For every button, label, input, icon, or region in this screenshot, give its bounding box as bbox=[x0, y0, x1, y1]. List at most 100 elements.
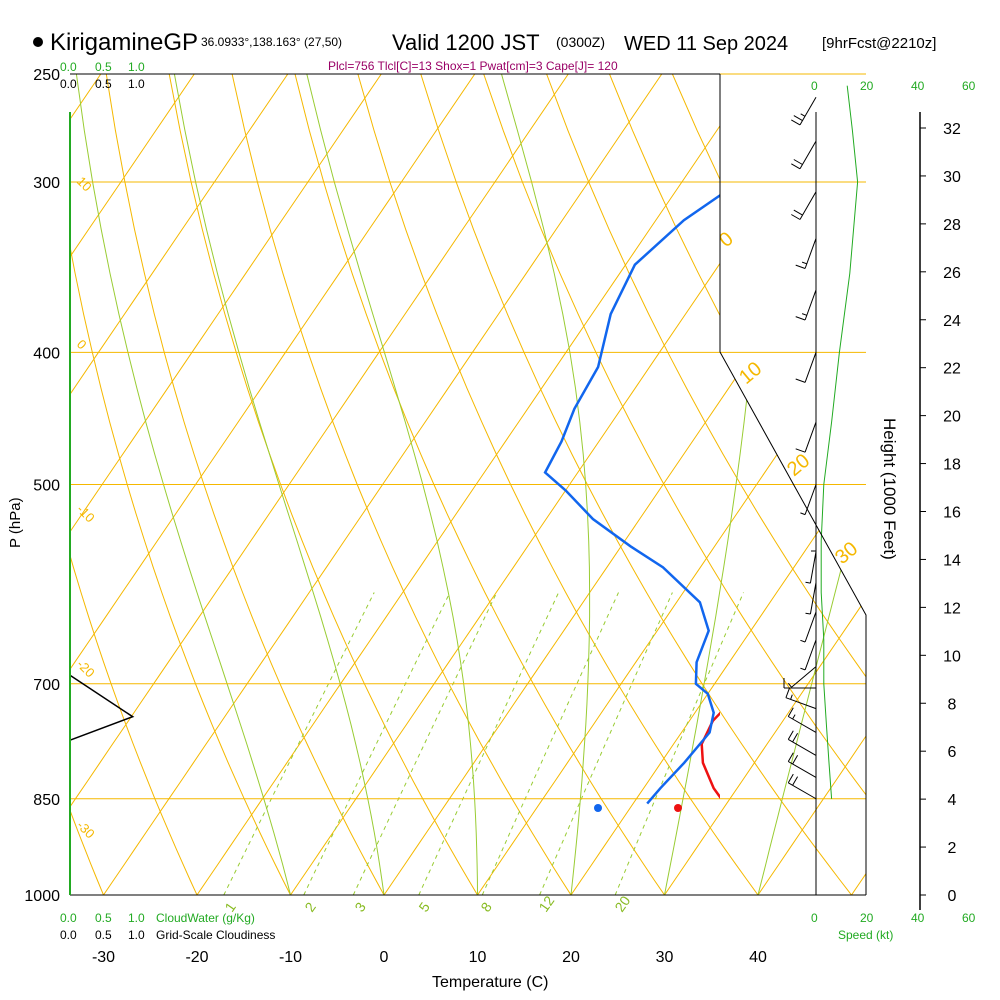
wind-barb-flag bbox=[787, 707, 794, 717]
height-tick-label: 6 bbox=[948, 744, 957, 761]
wind-barb bbox=[785, 697, 817, 710]
moist-adiabat-line bbox=[173, 74, 385, 895]
wind-barb-half bbox=[790, 694, 793, 700]
wind-barb-flag bbox=[787, 752, 794, 762]
dry-adiabat-line bbox=[987, 74, 1000, 895]
bottom-speed-tick-2: 40 bbox=[911, 911, 925, 925]
dry-adiabat-label: -30 bbox=[74, 818, 98, 842]
height-tick-label: 32 bbox=[943, 121, 961, 138]
isotherm-line bbox=[570, 74, 866, 895]
wind-barb-flag bbox=[792, 732, 799, 743]
dry-adiabat-line bbox=[420, 74, 852, 895]
dry-adiabat-line bbox=[294, 74, 665, 895]
mixing-ratio-line bbox=[303, 592, 451, 895]
top-scale-green-1: 0.5 bbox=[95, 60, 112, 74]
pressure-tick-label: 500 bbox=[33, 478, 60, 495]
station-name: KirigamineGP bbox=[50, 29, 198, 56]
moist-adiabat-line bbox=[75, 74, 291, 895]
temperature-tick-label: -30 bbox=[92, 949, 115, 966]
mixing-ratio-line bbox=[352, 592, 498, 895]
wind-barb-flag bbox=[792, 776, 799, 786]
height-tick-label: 10 bbox=[943, 648, 961, 665]
moist-adiabat-label: 20 bbox=[783, 450, 814, 481]
height-tick-label: 28 bbox=[943, 217, 961, 234]
dry-adiabat-label: -20 bbox=[74, 657, 98, 681]
wind-barb-flag bbox=[787, 773, 794, 784]
wind-barb-half bbox=[800, 667, 806, 671]
wind-barb-flag bbox=[791, 214, 801, 220]
height-tick-label: 4 bbox=[948, 792, 957, 809]
mixing-ratio-line bbox=[539, 592, 673, 895]
moist-adiabat-label: 10 bbox=[735, 358, 766, 389]
dry-adiabat-line bbox=[483, 74, 866, 895]
wind-barb-flag bbox=[792, 755, 799, 765]
bottom-speed-tick-3: 60 bbox=[962, 911, 976, 925]
wind-barb bbox=[804, 352, 817, 383]
height-axis-label: Height (1000 Feet) bbox=[880, 418, 899, 560]
top-scale-black-0: 0.0 bbox=[60, 77, 77, 91]
moist-adiabat-line bbox=[757, 74, 866, 895]
dewpoint-line bbox=[543, 193, 720, 805]
mixing-ratio-line bbox=[481, 592, 619, 895]
wind-barb-flag bbox=[791, 163, 801, 170]
wind-barb-flag bbox=[795, 316, 806, 321]
moist-adiabat-line bbox=[501, 74, 591, 895]
isotherm-line bbox=[196, 74, 756, 895]
dry-adiabat-label: -10 bbox=[74, 502, 98, 526]
wind-speed-line bbox=[820, 85, 859, 799]
bottom-scale-green-0: 0.0 bbox=[60, 911, 77, 925]
mixing-ratio-label: 8 bbox=[477, 899, 495, 915]
bottom-speed-tick-0: 0 bbox=[811, 911, 818, 925]
top-scale-black-2: 1.0 bbox=[128, 77, 145, 91]
wind-barb bbox=[804, 611, 817, 643]
height-tick-label: 26 bbox=[943, 265, 961, 282]
mixing-ratio-label: 5 bbox=[415, 899, 433, 915]
temperature-tick-label: 40 bbox=[749, 949, 767, 966]
mixing-ratio-label: 12 bbox=[535, 893, 557, 915]
bottom-scale-green-2: 1.0 bbox=[128, 911, 145, 925]
bottom-scale-green-1: 0.5 bbox=[95, 911, 112, 925]
height-tick-label: 0 bbox=[948, 888, 957, 905]
height-tick-label: 18 bbox=[943, 457, 961, 474]
wind-barb-half bbox=[801, 313, 807, 316]
dry-adiabat-line bbox=[70, 74, 198, 895]
wind-barb bbox=[804, 289, 817, 321]
x-axis-label: Temperature (C) bbox=[432, 974, 548, 991]
forecast-label: [9hrFcst@2210z] bbox=[822, 35, 936, 52]
temperature-tick-label: 10 bbox=[469, 949, 487, 966]
cloudiness-label: Grid-Scale Cloudiness bbox=[156, 928, 275, 942]
wind-barb-half bbox=[800, 639, 806, 643]
isotherm-line bbox=[70, 74, 289, 895]
parcel-line bbox=[884, 97, 936, 352]
height-tick-label: 12 bbox=[943, 600, 961, 617]
bottom-scale-black-0: 0.0 bbox=[60, 928, 77, 942]
top-speed-tick-0: 0 bbox=[811, 79, 818, 93]
dry-adiabat-label: 0 bbox=[74, 337, 90, 353]
dry-adiabat-line bbox=[168, 74, 478, 895]
stability-indices: Plcl=756 Tlcl[C]=13 Shox=1 Pwat[cm]=3 Ca… bbox=[328, 59, 618, 73]
moist-adiabat-label: 0 bbox=[715, 228, 738, 252]
wind-barb-half bbox=[805, 581, 811, 584]
wind-barb bbox=[804, 421, 817, 453]
cloudwater-label: CloudWater (g/Kg) bbox=[156, 911, 255, 925]
top-scale-green-0: 0.0 bbox=[60, 60, 77, 74]
wind-barb-flag bbox=[787, 730, 794, 740]
height-tick-label: 2 bbox=[948, 840, 957, 857]
wind-barb bbox=[791, 666, 817, 688]
wind-barb bbox=[804, 238, 817, 269]
profile-clip bbox=[543, 97, 936, 805]
dry-adiabat-line bbox=[105, 74, 385, 895]
isotherm-line bbox=[70, 74, 382, 895]
top-speed-tick-3: 60 bbox=[962, 79, 976, 93]
surface-temperature-marker bbox=[674, 804, 682, 812]
temperature-tick-label: 0 bbox=[380, 949, 389, 966]
wind-barb-flag bbox=[793, 209, 803, 216]
top-speed-tick-2: 40 bbox=[911, 79, 925, 93]
wind-barb-flag bbox=[795, 448, 806, 453]
pressure-tick-label: 400 bbox=[33, 345, 60, 362]
y-axis-label: P (hPa) bbox=[7, 497, 24, 548]
wind-barb-flag bbox=[785, 688, 790, 698]
isotherm-line bbox=[70, 74, 569, 895]
